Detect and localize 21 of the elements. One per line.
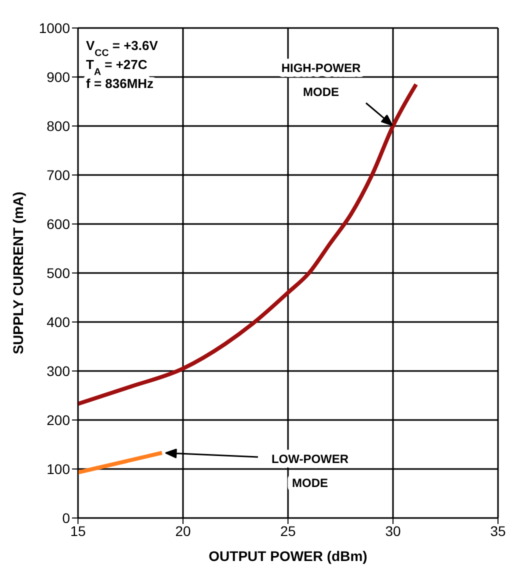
y-tick-label: 700 xyxy=(46,166,70,183)
annotation: f = 836MHz xyxy=(86,76,154,91)
annotation: V$_{CC}$ = +3.6V xyxy=(86,38,158,58)
x-tick-label: 20 xyxy=(175,522,191,539)
x-tick-label: 30 xyxy=(385,522,401,539)
y-tick-label: 800 xyxy=(46,118,70,134)
x-tick-label: 35 xyxy=(490,522,506,539)
y-tick-label: 0 xyxy=(62,510,70,526)
y-tick-label: 600 xyxy=(46,216,70,232)
y-tick-label: 200 xyxy=(46,412,70,428)
x-axis-title: OUTPUT POWER (dBm) xyxy=(208,548,368,564)
y-tick-label: 500 xyxy=(46,264,70,281)
x-tick-label: 15 xyxy=(70,522,86,539)
y-tick-label: 100 xyxy=(46,460,70,477)
y-tick-label: 300 xyxy=(46,362,70,379)
y-axis-title: SUPPLY CURRENT (mA) xyxy=(10,192,26,354)
y-tick-label: 400 xyxy=(46,314,70,330)
annotation: T$_{A}$ = +27C xyxy=(86,57,148,78)
y-tick-label: 1000 xyxy=(38,20,70,36)
x-tick-label: 25 xyxy=(280,522,296,539)
y-tick-label: 900 xyxy=(46,68,70,85)
